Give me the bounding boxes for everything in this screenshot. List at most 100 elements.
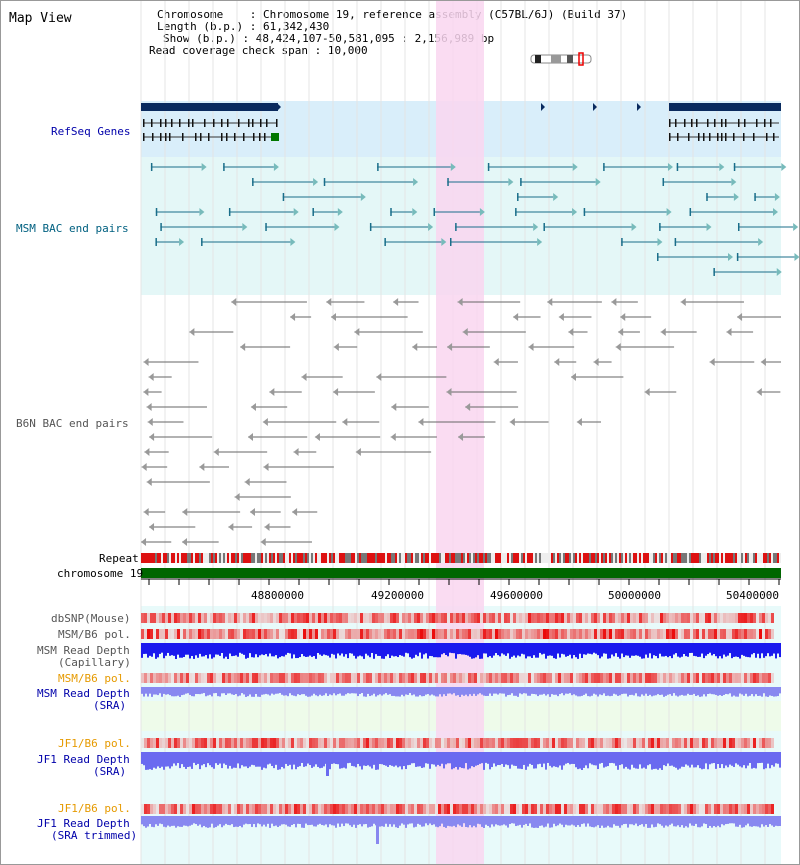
jf1-b6-pol-cell bbox=[501, 804, 504, 814]
jf1-b6-pol-cell bbox=[639, 804, 642, 814]
repeat-block bbox=[459, 553, 461, 563]
jf1-depth-trim-bar bbox=[411, 816, 413, 824]
repeat-block bbox=[197, 553, 199, 563]
msm-b6-pol-cell bbox=[444, 629, 447, 639]
dbsnp-cell bbox=[234, 613, 237, 623]
track-label-dbsnp[interactable]: dbSNP(Mouse) bbox=[51, 612, 131, 625]
jf1-depth-trim-bar bbox=[227, 816, 229, 825]
jf1-depth-sra-bar bbox=[409, 752, 411, 765]
refseq-exon bbox=[226, 133, 228, 141]
jf1-depth-trim-bar bbox=[625, 816, 627, 824]
msm-b6-pol-cell bbox=[306, 673, 309, 683]
jf1-depth-sra-bar bbox=[769, 752, 771, 769]
repeat-block bbox=[271, 553, 273, 563]
msm-depth-cap-bar bbox=[347, 643, 349, 659]
track-label-jf1-depth-trim[interactable]: JF1 Read Depth bbox=[37, 817, 130, 830]
jf1-b6-pol-cell bbox=[201, 804, 204, 814]
repeat-block bbox=[351, 553, 353, 563]
track-label-jf1-b6-pol-1[interactable]: JF1/B6 pol. bbox=[58, 737, 131, 750]
refseq-exon bbox=[743, 133, 745, 141]
track-label-b6n-bac[interactable]: B6N BAC end pairs bbox=[16, 417, 129, 430]
repeat-block bbox=[639, 553, 641, 563]
dbsnp-cell bbox=[261, 613, 264, 623]
track-label-msm-depth-cap[interactable]: MSM Read Depth bbox=[37, 644, 130, 657]
msm-b6-pol-cell bbox=[726, 673, 729, 683]
msm-b6-pol-cell bbox=[717, 629, 720, 639]
jf1-b6-pol-cell bbox=[672, 804, 675, 814]
msm-depth-cap-bar bbox=[779, 643, 781, 658]
track-label-jf1-b6-pol-2[interactable]: JF1/B6 pol. bbox=[58, 802, 131, 815]
msm-depth-sra-bar bbox=[195, 687, 197, 695]
jf1-b6-pol-cell bbox=[183, 804, 186, 814]
track-label-msm-b6-pol-2[interactable]: MSM/B6 pol. bbox=[58, 672, 131, 685]
msm-b6-pol-cell bbox=[258, 629, 261, 639]
dbsnp-cell bbox=[369, 613, 372, 623]
msm-depth-cap-bar bbox=[663, 643, 665, 657]
msm-b6-pol-cell bbox=[150, 673, 153, 683]
track-label-chromosome[interactable]: chromosome 19 bbox=[57, 567, 144, 580]
track-label-repeat[interactable]: Repeat bbox=[99, 552, 139, 565]
dbsnp-cell bbox=[741, 613, 744, 623]
msm-depth-sra-bar bbox=[459, 687, 461, 697]
msm-bac-end bbox=[515, 208, 517, 216]
msm-b6-pol-cell bbox=[486, 673, 489, 683]
jf1-depth-trim-bar bbox=[655, 816, 657, 827]
track-label-jf1-depth-sra[interactable]: JF1 Read Depth bbox=[37, 753, 130, 766]
msm-b6-pol-cell bbox=[402, 673, 405, 683]
msm-b6-pol-cell bbox=[216, 673, 219, 683]
msm-depth-sra-bar bbox=[643, 687, 645, 696]
msm-depth-cap-bar bbox=[339, 643, 341, 656]
jf1-b6-pol-cell bbox=[723, 804, 726, 814]
repeat-block bbox=[377, 553, 379, 563]
msm-depth-sra-bar bbox=[543, 687, 545, 694]
jf1-b6-pol-cell bbox=[273, 804, 276, 814]
jf1-depth-trim-bar bbox=[419, 816, 421, 825]
msm-b6-pol-cell bbox=[528, 629, 531, 639]
track-label-msm-b6-pol-1[interactable]: MSM/B6 pol. bbox=[58, 628, 131, 641]
track-label-msm-bac[interactable]: MSM BAC end pairs bbox=[16, 222, 129, 235]
jf1-depth-trim-bar bbox=[443, 816, 445, 827]
jf1-b6-pol-cell bbox=[603, 804, 606, 814]
jf1-depth-trim-bar bbox=[521, 816, 523, 828]
msm-b6-pol-cell bbox=[324, 629, 327, 639]
msm-b6-pol-cell bbox=[276, 673, 279, 683]
jf1-depth-trim-bar bbox=[739, 816, 741, 825]
msm-b6-pol-cell bbox=[312, 629, 315, 639]
track-label-msm-depth-sra[interactable]: MSM Read Depth bbox=[37, 687, 130, 700]
msm-depth-sra-bar bbox=[487, 687, 489, 696]
repeat-block bbox=[775, 553, 777, 563]
msm-depth-cap-bar bbox=[777, 643, 779, 654]
dbsnp-cell bbox=[312, 613, 315, 623]
msm-depth-cap-bar bbox=[221, 643, 223, 654]
jf1-depth-trim-bar bbox=[543, 816, 545, 828]
msm-bac-end bbox=[369, 223, 372, 231]
jf1-depth-sra-bar bbox=[289, 752, 291, 765]
jf1-b6-pol-cell bbox=[534, 738, 537, 748]
jf1-b6-pol-cell bbox=[459, 738, 462, 748]
jf1-depth-trim-bar bbox=[173, 816, 175, 826]
msm-depth-sra-bar bbox=[473, 687, 475, 694]
track-label-refseq[interactable]: RefSeq Genes bbox=[51, 125, 131, 138]
jf1-depth-sra-bar bbox=[379, 752, 381, 764]
msm-depth-sra-bar bbox=[203, 687, 205, 694]
jf1-depth-sra-bar bbox=[265, 752, 267, 769]
repeat-block bbox=[531, 553, 533, 563]
jf1-depth-sra-bar bbox=[449, 752, 451, 764]
msm-b6-pol-cell bbox=[369, 629, 372, 639]
msm-b6-pol-cell bbox=[576, 629, 579, 639]
msm-depth-sra-bar bbox=[441, 687, 443, 697]
msm-depth-sra-bar bbox=[431, 687, 433, 695]
jf1-b6-pol-cell bbox=[504, 738, 507, 748]
jf1-depth-sra-bar bbox=[159, 752, 161, 769]
msm-depth-cap-bar bbox=[609, 643, 611, 659]
msm-bac-end bbox=[774, 193, 780, 201]
msm-b6-pol-cell bbox=[381, 629, 384, 639]
msm-b6-pol-cell bbox=[435, 629, 438, 639]
dbsnp-cell bbox=[384, 613, 387, 623]
jf1-depth-sra-bar bbox=[221, 752, 223, 769]
msm-depth-cap-bar bbox=[565, 643, 567, 657]
jf1-b6-pol-cell bbox=[405, 738, 408, 748]
jf1-depth-sra-bar bbox=[235, 752, 237, 768]
repeat-block bbox=[419, 553, 421, 563]
